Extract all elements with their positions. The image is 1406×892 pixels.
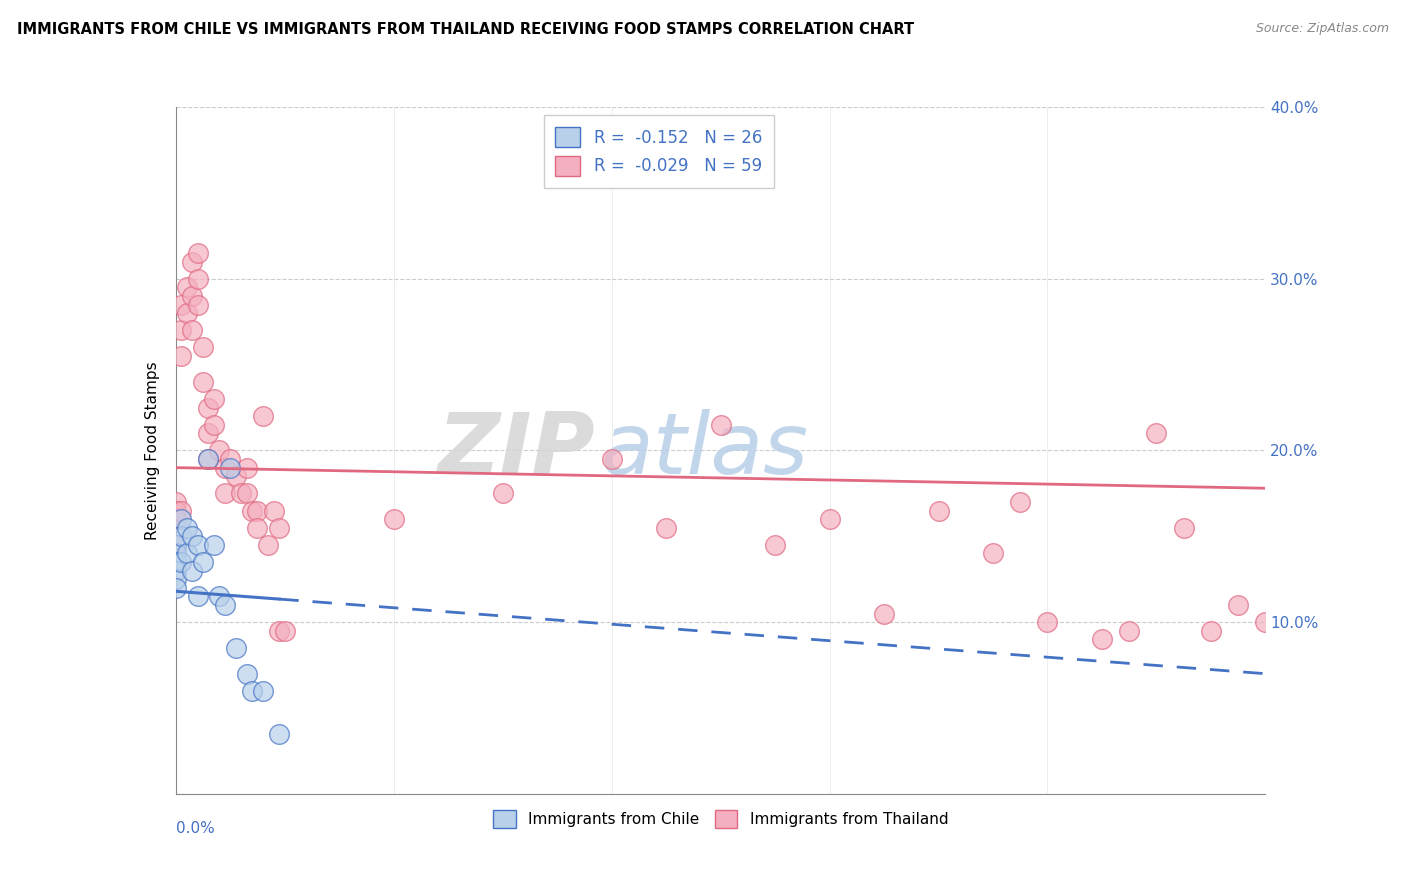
- Point: [186, 538, 209, 552]
- Point: [873, 607, 896, 621]
- Point: [1091, 632, 1114, 647]
- Point: [181, 564, 204, 578]
- Point: [186, 297, 209, 311]
- Point: [600, 452, 623, 467]
- Point: [170, 529, 193, 543]
- Point: [492, 486, 515, 500]
- Point: [246, 503, 269, 517]
- Point: [170, 512, 193, 526]
- Point: [197, 401, 219, 415]
- Point: [186, 590, 209, 604]
- Text: IMMIGRANTS FROM CHILE VS IMMIGRANTS FROM THAILAND RECEIVING FOOD STAMPS CORRELAT: IMMIGRANTS FROM CHILE VS IMMIGRANTS FROM…: [17, 22, 914, 37]
- Point: [165, 538, 187, 552]
- Point: [240, 683, 263, 698]
- Point: [710, 417, 733, 432]
- Point: [1227, 598, 1250, 612]
- Point: [191, 555, 214, 569]
- Point: [202, 392, 225, 406]
- Point: [165, 581, 187, 595]
- Text: ZIP: ZIP: [437, 409, 595, 492]
- Point: [274, 624, 297, 638]
- Point: [269, 727, 291, 741]
- Point: [165, 495, 187, 509]
- Point: [928, 503, 950, 517]
- Point: [219, 452, 242, 467]
- Point: [235, 460, 257, 475]
- Text: Source: ZipAtlas.com: Source: ZipAtlas.com: [1256, 22, 1389, 36]
- Point: [165, 538, 187, 552]
- Point: [1254, 615, 1277, 630]
- Point: [181, 323, 204, 337]
- Point: [202, 417, 225, 432]
- Point: [165, 572, 187, 586]
- Point: [170, 503, 193, 517]
- Point: [165, 564, 187, 578]
- Point: [235, 486, 257, 500]
- Point: [269, 624, 291, 638]
- Y-axis label: Receiving Food Stamps: Receiving Food Stamps: [145, 361, 160, 540]
- Point: [1199, 624, 1222, 638]
- Point: [170, 323, 193, 337]
- Point: [257, 538, 280, 552]
- Point: [181, 529, 204, 543]
- Point: [186, 246, 209, 260]
- Point: [818, 512, 841, 526]
- Point: [219, 460, 242, 475]
- Point: [165, 512, 187, 526]
- Point: [655, 521, 678, 535]
- Point: [170, 555, 193, 569]
- Point: [1144, 426, 1167, 441]
- Point: [269, 521, 291, 535]
- Point: [1118, 624, 1140, 638]
- Point: [214, 460, 236, 475]
- Point: [165, 555, 187, 569]
- Point: [170, 297, 193, 311]
- Legend: Immigrants from Chile, Immigrants from Thailand: Immigrants from Chile, Immigrants from T…: [486, 804, 955, 834]
- Point: [981, 546, 1004, 561]
- Point: [214, 486, 236, 500]
- Point: [176, 546, 198, 561]
- Point: [252, 409, 274, 423]
- Point: [197, 452, 219, 467]
- Point: [197, 452, 219, 467]
- Point: [165, 546, 187, 561]
- Point: [170, 349, 193, 363]
- Point: [252, 683, 274, 698]
- Text: atlas: atlas: [600, 409, 808, 492]
- Text: 0.0%: 0.0%: [176, 822, 215, 837]
- Point: [1010, 495, 1032, 509]
- Point: [208, 443, 231, 458]
- Point: [197, 426, 219, 441]
- Point: [763, 538, 786, 552]
- Point: [202, 538, 225, 552]
- Point: [191, 340, 214, 354]
- Point: [225, 469, 247, 483]
- Point: [235, 666, 257, 681]
- Point: [382, 512, 405, 526]
- Point: [240, 503, 263, 517]
- Point: [263, 503, 285, 517]
- Point: [214, 598, 236, 612]
- Point: [208, 590, 231, 604]
- Point: [181, 254, 204, 268]
- Point: [181, 289, 204, 303]
- Point: [246, 521, 269, 535]
- Point: [231, 486, 253, 500]
- Point: [1173, 521, 1195, 535]
- Point: [1036, 615, 1059, 630]
- Point: [176, 280, 198, 294]
- Point: [176, 521, 198, 535]
- Point: [176, 306, 198, 320]
- Point: [165, 503, 187, 517]
- Point: [186, 271, 209, 285]
- Point: [225, 640, 247, 655]
- Point: [191, 375, 214, 389]
